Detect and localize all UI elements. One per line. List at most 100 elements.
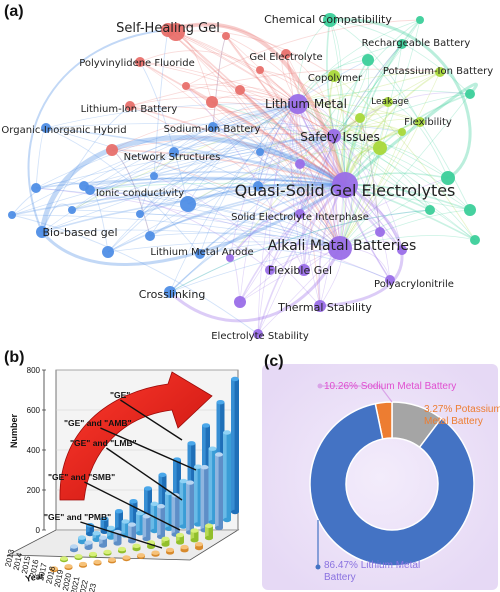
network-node <box>222 32 230 40</box>
bar-top <box>200 465 209 470</box>
bar-top <box>122 555 131 560</box>
bar <box>128 522 136 544</box>
network-edge <box>175 31 335 137</box>
bar-body <box>136 513 144 534</box>
bar-highlight <box>161 538 166 545</box>
y-tick-label: 400 <box>27 446 41 455</box>
network-node <box>362 54 374 66</box>
network-edge <box>344 71 441 186</box>
network-node <box>435 67 445 77</box>
network-edge <box>333 19 421 137</box>
network-node <box>441 171 455 185</box>
bar-base <box>150 528 159 534</box>
network-node <box>136 210 144 218</box>
bar <box>74 554 83 560</box>
bar-top <box>84 540 93 545</box>
network-node <box>41 123 51 133</box>
network-edge <box>89 189 341 249</box>
network-node <box>397 245 407 255</box>
network-edge <box>173 124 403 153</box>
keyword-label: Organic-Inorganic Hybrid <box>1 125 126 136</box>
bar <box>223 430 231 523</box>
network-edge <box>229 135 335 259</box>
bar-body <box>121 521 130 536</box>
network-node <box>68 206 76 214</box>
network-edge <box>71 209 341 249</box>
network-edge <box>339 19 421 249</box>
bar-top <box>190 528 199 533</box>
network-edge <box>297 102 421 123</box>
bar <box>136 510 144 536</box>
keyword-label: Sodium-Ion Battery <box>164 124 261 135</box>
network-edge <box>339 117 363 249</box>
keyword-label: Lithium-Ion Battery <box>81 104 178 115</box>
bar <box>78 535 86 545</box>
network-node <box>208 122 218 132</box>
keyword-label: Lithium Metal <box>265 97 347 111</box>
x-tick-label: 2022 <box>77 579 90 592</box>
bar-top <box>187 441 196 446</box>
bar <box>84 540 93 550</box>
network-node <box>314 300 326 312</box>
network-node <box>375 227 385 237</box>
network-edge <box>185 85 305 271</box>
bar <box>107 525 115 540</box>
network-edge <box>299 43 403 215</box>
network-edge <box>173 103 299 153</box>
x-axis-title: Year <box>24 570 45 584</box>
bar-highlight <box>115 511 119 530</box>
network-edge <box>11 103 299 216</box>
network-node <box>470 235 480 245</box>
network-edge <box>35 187 341 249</box>
bar-top <box>60 556 68 561</box>
network-edge <box>212 126 341 249</box>
network-node <box>253 181 263 191</box>
network-node <box>125 101 135 111</box>
keyword-label: Polyacrylonitrile <box>374 279 454 290</box>
network-edge <box>259 69 346 186</box>
bar-body <box>215 454 223 528</box>
trend-arrow <box>59 371 213 501</box>
network-edge <box>329 19 342 137</box>
network-edge <box>229 184 346 259</box>
keyword-label: Lithium Metal Anode <box>150 247 253 258</box>
network-edge <box>299 43 403 215</box>
network-node <box>373 141 387 155</box>
network-edge <box>225 35 299 105</box>
network-edge <box>107 241 341 253</box>
bar-body <box>208 448 217 523</box>
network-edge <box>35 177 346 189</box>
bar-highlight <box>208 448 213 523</box>
bar-body <box>200 467 209 531</box>
donut-chart: 10.26% Sodium Metal Battery 3.27% Potassi… <box>262 364 500 590</box>
slice-label-pmb: 3.27% Potassium Metal Battery <box>424 404 500 427</box>
network-edge <box>111 103 299 151</box>
keyword-label: Copolymer <box>308 73 363 84</box>
bar-top <box>194 464 202 469</box>
bar-top <box>202 423 210 428</box>
network-edge <box>139 135 335 215</box>
bar-top <box>137 553 145 558</box>
bar-body <box>158 474 167 523</box>
network-edge <box>259 124 403 153</box>
network-edge <box>333 135 476 241</box>
x-tick-label: 2014 <box>12 551 25 571</box>
bar-body <box>186 482 194 533</box>
network-edge <box>139 61 335 137</box>
network-edge <box>339 71 441 249</box>
bar-highlight <box>195 544 199 548</box>
network-edge <box>333 119 421 137</box>
bar-top <box>103 549 112 555</box>
network-edge <box>11 135 335 216</box>
network-edge <box>339 147 381 249</box>
network-edge <box>239 103 299 303</box>
bar-highlight <box>194 466 198 525</box>
series-label: "GE" and "LMB" <box>70 438 137 448</box>
x-tick-label: 2013 <box>3 548 16 568</box>
bar-body <box>128 524 136 542</box>
bar-base <box>195 545 203 551</box>
network-edge <box>185 19 421 87</box>
network-node <box>416 16 424 24</box>
network-node <box>265 265 275 275</box>
network-edge <box>89 103 299 191</box>
